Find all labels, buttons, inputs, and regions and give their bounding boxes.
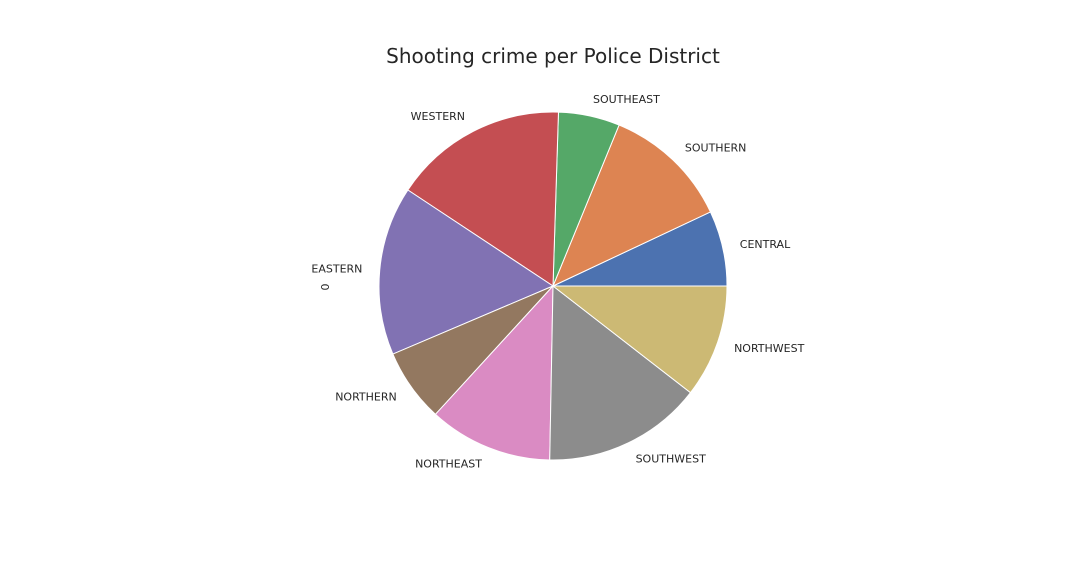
slice-label-northeast: NORTHEAST xyxy=(415,458,482,471)
slice-label-central: CENTRAL xyxy=(740,238,791,251)
pie-slice-eastern xyxy=(378,189,555,355)
slice-label-southern: SOUTHERN xyxy=(685,141,747,154)
pie-slice-western xyxy=(407,111,559,287)
pie-labels: CENTRAL SOUTHERN SOUTHEAST WESTERN EASTERN NO… xyxy=(311,93,804,471)
slice-label-southeast: SOUTHEAST xyxy=(593,93,660,106)
pie-slice-northeast xyxy=(434,284,554,461)
slice-label-eastern: EASTERN xyxy=(311,263,362,276)
slice-label-northern: NORTHERN xyxy=(335,391,397,404)
pie-slice-northwest xyxy=(551,285,728,394)
slice-label-western: WESTERN xyxy=(411,110,465,123)
pie-slice-southwest xyxy=(549,284,692,461)
pie-slices xyxy=(378,111,728,461)
pie-slice-southern xyxy=(552,124,712,288)
slice-label-northwest: NORTHWEST xyxy=(734,342,805,355)
y-axis-label: 0 xyxy=(319,284,332,291)
slice-label-southwest: SOUTHWEST xyxy=(636,453,706,466)
chart-title: Shooting crime per Police District xyxy=(386,44,720,68)
